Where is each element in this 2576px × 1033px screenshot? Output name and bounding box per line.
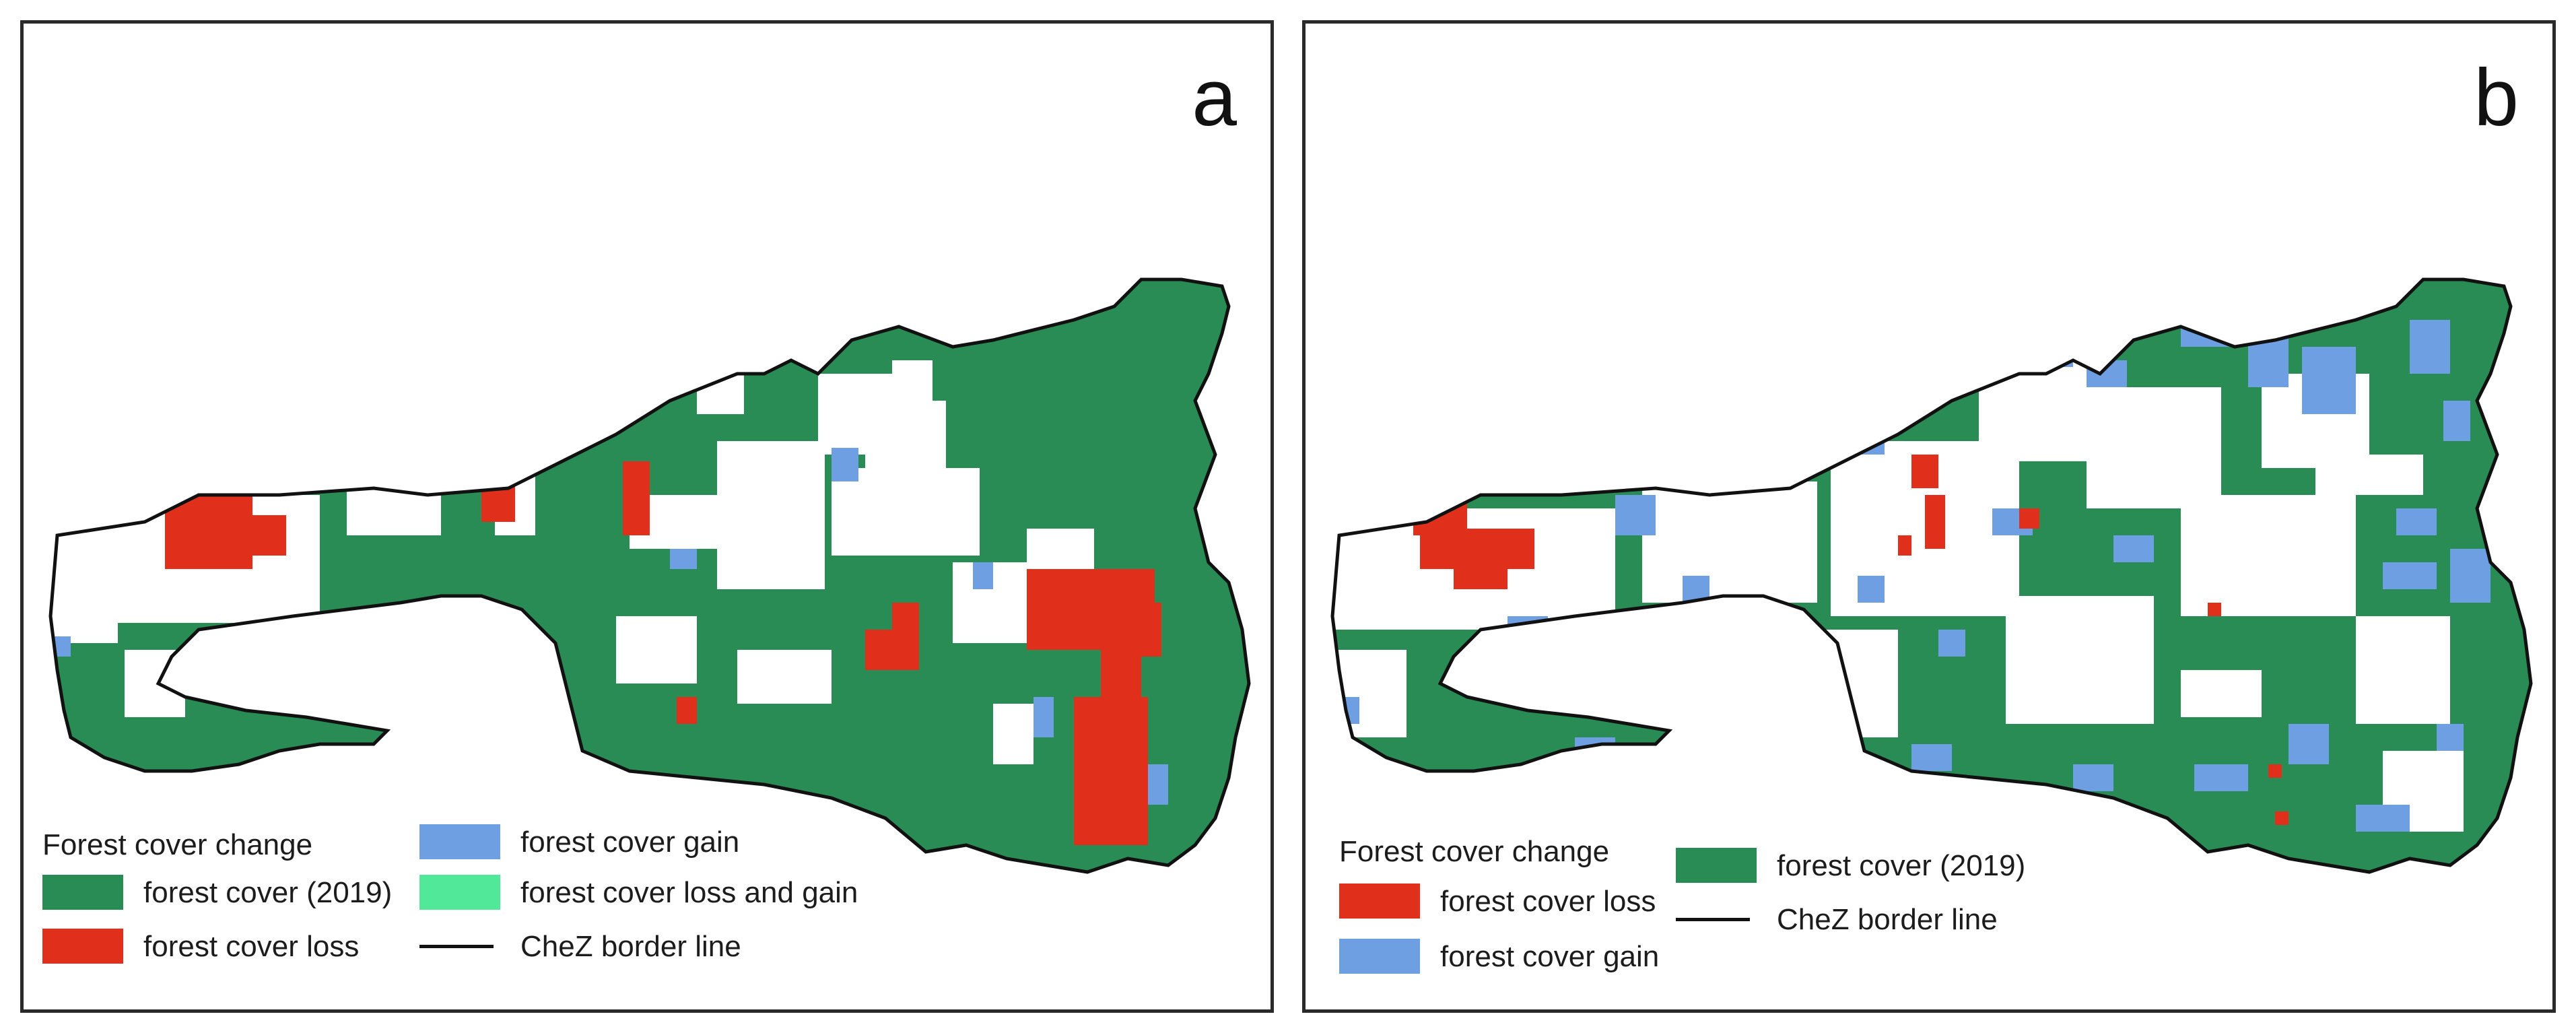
- forest-change-map-b: [1330, 277, 2533, 874]
- legend-label: forest cover loss: [1440, 885, 1656, 918]
- legend-b: Forest cover change forest cover loss fo…: [1339, 835, 2147, 997]
- forest-cover-swatch: [1676, 848, 1757, 883]
- map-panel-a: a Forest cover change forest cover (2019…: [20, 20, 1274, 1013]
- chez-border-line-b: [1330, 277, 2533, 874]
- map-panel-b: b Forest cover change forest cover loss …: [1302, 20, 2556, 1013]
- forest-gain-swatch: [419, 824, 500, 859]
- legend-title-a: Forest cover change: [42, 828, 313, 861]
- forest-gain-swatch: [1339, 939, 1420, 974]
- legend-title-b: Forest cover change: [1339, 835, 1610, 868]
- legend-label: forest cover gain: [520, 826, 740, 859]
- legend-label: forest cover loss: [143, 930, 360, 963]
- loss-and-gain-swatch: [419, 875, 500, 910]
- legend-label: forest cover (2019): [143, 876, 393, 909]
- legend-label: CheZ border line: [520, 930, 741, 963]
- border-line-swatch: [1676, 918, 1750, 921]
- legend-label: forest cover (2019): [1777, 849, 2026, 882]
- forest-cover-swatch: [42, 875, 123, 910]
- forest-change-map-a: [48, 277, 1251, 874]
- panel-label-b: b: [2474, 53, 2519, 143]
- chez-border-line-a: [48, 277, 1251, 874]
- border-line-swatch: [419, 945, 494, 948]
- legend-label: forest cover gain: [1440, 940, 1660, 973]
- legend-a: Forest cover change forest cover (2019) …: [42, 824, 918, 1003]
- legend-label: forest cover loss and gain: [520, 876, 858, 909]
- legend-label: CheZ border line: [1777, 903, 1998, 936]
- forest-loss-swatch: [42, 929, 123, 964]
- forest-loss-swatch: [1339, 884, 1420, 919]
- panel-label-a: a: [1192, 53, 1237, 143]
